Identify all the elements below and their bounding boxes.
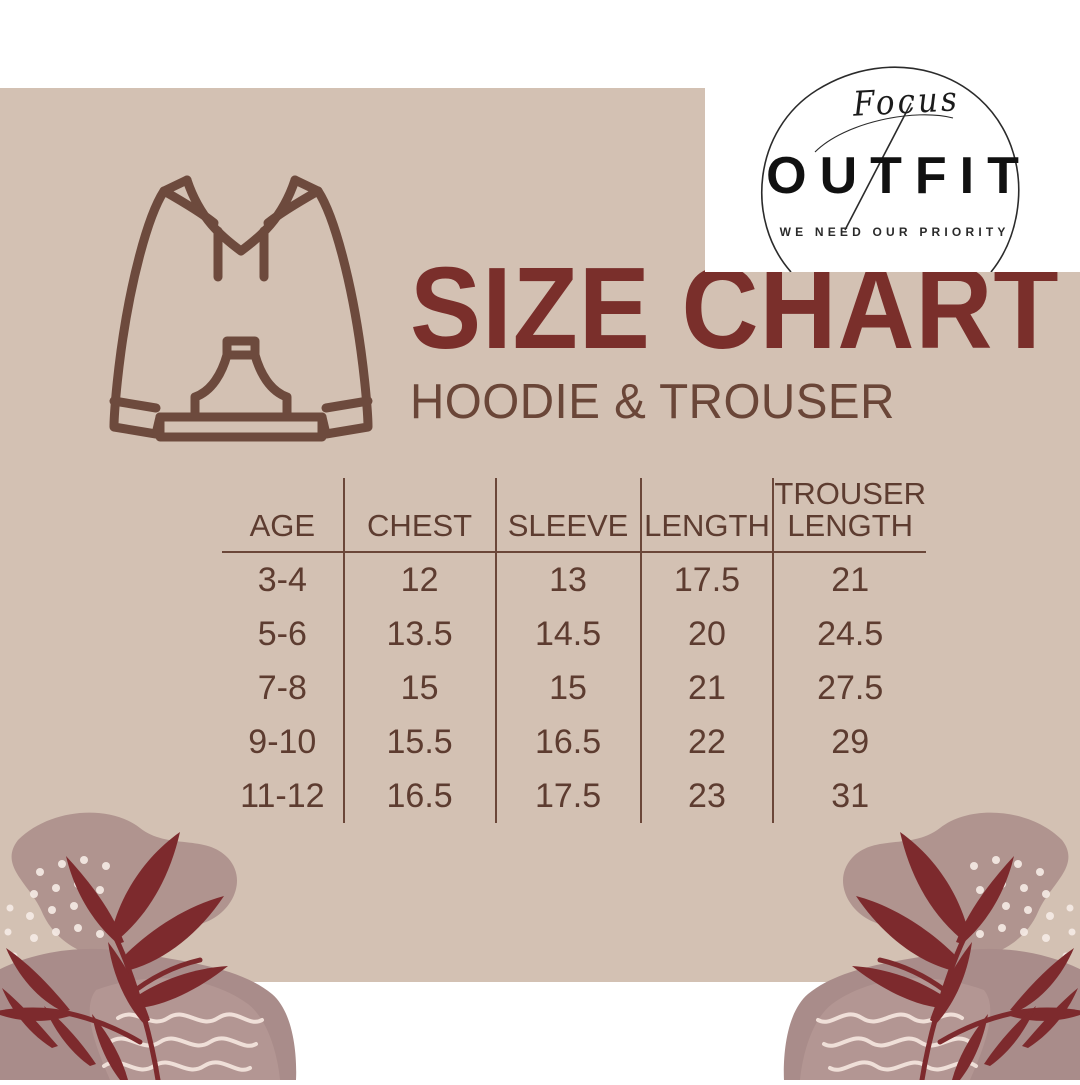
table-row: 9-10 15.5 16.5 22 29 — [222, 715, 926, 770]
logo-tagline-text: WE NEED OUR PRIORITY — [779, 225, 1010, 239]
cell-age: 11-12 — [240, 777, 325, 816]
cell-length: 23 — [639, 769, 774, 824]
column-header-trouser-length: TROUSER LENGTH — [772, 478, 926, 553]
cell-length: 21 — [639, 661, 774, 716]
brand-logo-box: Focus OUTFIT WE NEED OUR PRIORITY — [705, 60, 1080, 272]
cell-age: 7-8 — [257, 669, 307, 708]
cell-trouser-length: 27.5 — [772, 661, 926, 716]
cell-sleeve: 14.5 — [494, 607, 641, 662]
cell-trouser-length: 24.5 — [772, 607, 926, 662]
table-row: 5-6 13.5 14.5 20 24.5 — [222, 607, 926, 662]
cell-chest: 15 — [342, 661, 496, 716]
cell-chest: 16.5 — [342, 769, 496, 824]
cell-chest: 13.5 — [342, 607, 496, 662]
cell-age: 9-10 — [248, 723, 317, 762]
cell-sleeve: 16.5 — [494, 715, 641, 770]
cell-trouser-length: 21 — [772, 552, 926, 608]
cell-trouser-length: 31 — [772, 769, 926, 824]
table-row: 11-12 16.5 17.5 23 31 — [222, 769, 926, 824]
cell-length: 20 — [639, 607, 774, 662]
hoodie-illustration — [90, 155, 390, 475]
hoodie-icon — [109, 175, 373, 442]
table-row: 7-8 15 15 21 27.5 — [222, 661, 926, 716]
cell-sleeve: 17.5 — [494, 769, 641, 824]
column-header-age: AGE — [249, 507, 316, 543]
cell-chest: 12 — [342, 552, 496, 608]
cell-length: 22 — [639, 715, 774, 770]
cell-trouser-length: 29 — [772, 715, 926, 770]
cell-age: 3-4 — [257, 561, 307, 600]
size-chart-table: AGE CHEST SLEEVE LENGTH TROUSER LENGTH 3… — [222, 478, 926, 824]
table-body: 3-4 12 13 17.5 21 5-6 13.5 14.5 20 24.5 … — [222, 552, 926, 824]
table-header-row: AGE CHEST SLEEVE LENGTH TROUSER LENGTH — [222, 478, 926, 553]
cell-sleeve: 13 — [494, 552, 641, 608]
column-header-sleeve: SLEEVE — [494, 478, 641, 553]
page-subtitle: HOODIE & TROUSER — [410, 374, 895, 429]
cell-length: 17.5 — [639, 552, 774, 608]
title-block: SIZE CHART HOODIE & TROUSER — [410, 250, 1059, 430]
column-header-chest: CHEST — [342, 478, 496, 553]
logo-arc-decoration — [761, 66, 1020, 272]
cell-sleeve: 15 — [494, 661, 641, 716]
logo-script-text: Focus — [852, 79, 961, 125]
table-header: AGE CHEST SLEEVE LENGTH TROUSER LENGTH — [222, 478, 926, 553]
logo-brand-text: OUTFIT — [766, 147, 1032, 205]
cell-chest: 15.5 — [342, 715, 496, 770]
table-row: 3-4 12 13 17.5 21 — [222, 552, 926, 608]
cell-age: 5-6 — [257, 615, 307, 654]
column-header-length: LENGTH — [639, 478, 774, 553]
